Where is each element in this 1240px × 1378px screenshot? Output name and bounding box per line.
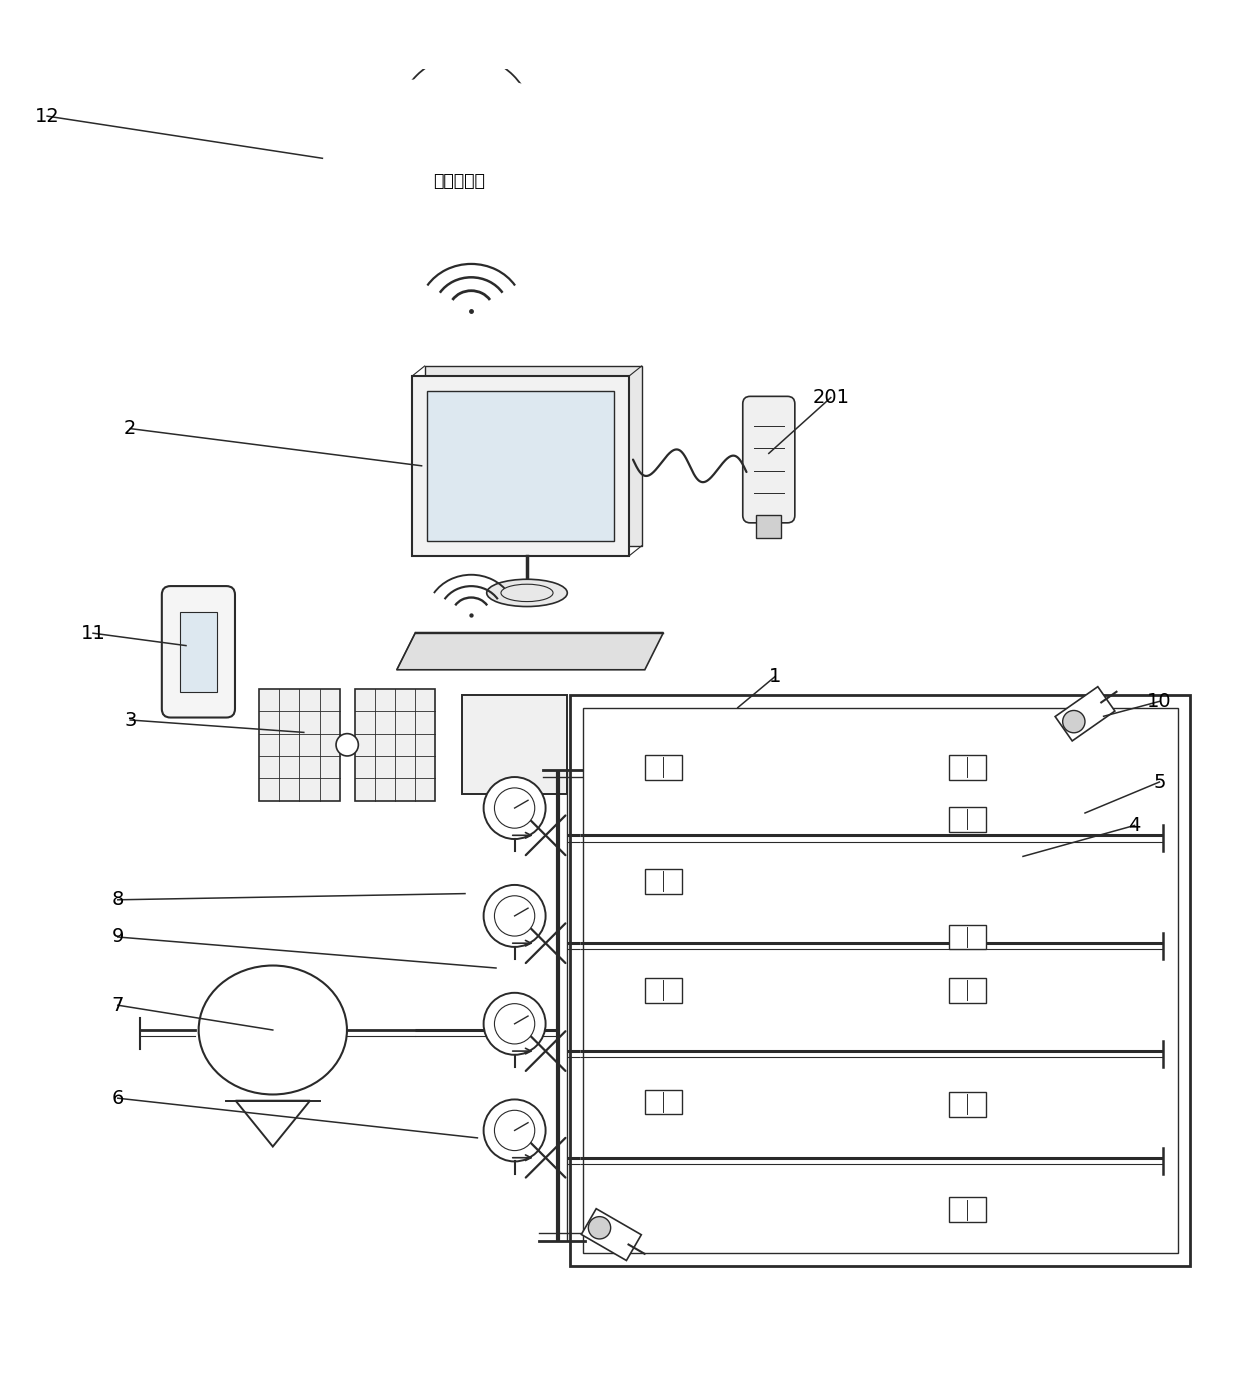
Text: 5: 5: [1153, 773, 1166, 791]
Circle shape: [484, 885, 546, 947]
Bar: [949, 806, 986, 831]
Bar: [412, 376, 630, 555]
Text: 1: 1: [769, 667, 781, 686]
Polygon shape: [397, 633, 663, 670]
Text: 9: 9: [112, 927, 124, 947]
Text: 10: 10: [1147, 692, 1172, 711]
Polygon shape: [236, 1101, 310, 1146]
Text: 4: 4: [1128, 816, 1141, 835]
Bar: [645, 755, 682, 780]
Ellipse shape: [376, 192, 505, 262]
Circle shape: [495, 1003, 534, 1045]
Ellipse shape: [501, 584, 553, 602]
Bar: [949, 1197, 986, 1222]
Ellipse shape: [521, 153, 608, 233]
Polygon shape: [582, 1209, 641, 1261]
Bar: [570, 695, 1190, 1265]
Text: 12: 12: [35, 106, 60, 125]
Bar: [355, 689, 435, 801]
Circle shape: [495, 896, 534, 936]
Ellipse shape: [486, 579, 567, 606]
Bar: [583, 707, 1178, 1253]
Bar: [427, 391, 615, 540]
Bar: [949, 978, 986, 1003]
Ellipse shape: [320, 178, 424, 243]
Circle shape: [588, 1217, 610, 1239]
Bar: [949, 925, 986, 949]
Bar: [645, 1090, 682, 1115]
Bar: [756, 515, 781, 537]
Ellipse shape: [397, 55, 533, 192]
Ellipse shape: [461, 181, 580, 255]
Text: 大数据模块: 大数据模块: [433, 172, 485, 190]
Bar: [180, 612, 217, 692]
Text: 7: 7: [112, 996, 124, 1014]
FancyBboxPatch shape: [161, 586, 236, 718]
Text: 8: 8: [112, 890, 124, 909]
Ellipse shape: [337, 87, 456, 205]
Circle shape: [484, 1100, 546, 1162]
Bar: [259, 689, 340, 801]
Text: 3: 3: [124, 711, 136, 729]
Bar: [949, 755, 986, 780]
Ellipse shape: [474, 96, 585, 200]
Circle shape: [484, 777, 546, 839]
Circle shape: [336, 733, 358, 757]
Bar: [949, 1091, 986, 1116]
Ellipse shape: [198, 966, 347, 1094]
Circle shape: [1063, 711, 1085, 733]
Circle shape: [484, 992, 546, 1054]
Text: 6: 6: [112, 1089, 124, 1108]
Circle shape: [495, 1111, 534, 1151]
Bar: [461, 695, 567, 794]
Ellipse shape: [269, 77, 641, 276]
FancyBboxPatch shape: [743, 397, 795, 522]
Text: 2: 2: [124, 419, 136, 438]
Bar: [424, 367, 642, 546]
Polygon shape: [1055, 686, 1115, 741]
Circle shape: [495, 788, 534, 828]
Bar: [645, 978, 682, 1003]
Text: 11: 11: [81, 624, 105, 642]
Text: 201: 201: [812, 389, 849, 407]
Bar: [645, 868, 682, 893]
Ellipse shape: [300, 142, 394, 229]
